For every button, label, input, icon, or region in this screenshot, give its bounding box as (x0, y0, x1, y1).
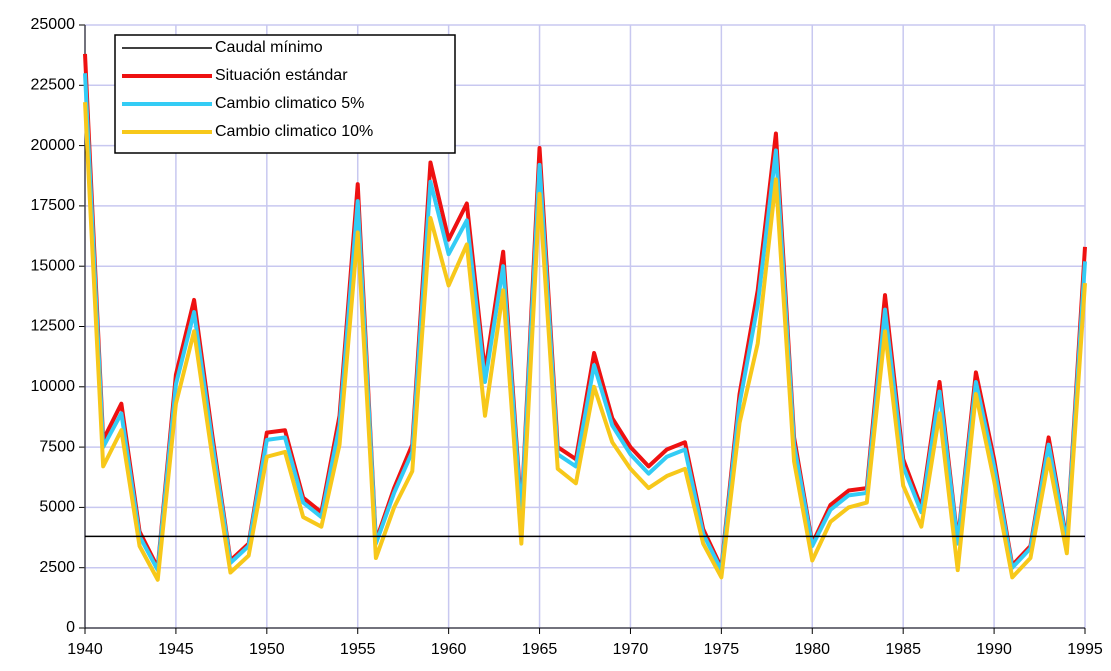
x-tick-label: 1995 (1067, 641, 1103, 658)
y-tick-label: 25000 (31, 16, 76, 33)
legend-label: Cambio climatico 5% (215, 95, 364, 112)
x-tick-label: 1990 (976, 641, 1012, 658)
y-tick-label: 5000 (39, 499, 75, 516)
x-tick-label: 1975 (704, 641, 740, 658)
y-tick-label: 22500 (31, 77, 76, 94)
y-tick-label: 7500 (39, 438, 75, 455)
y-tick-label: 12500 (31, 318, 76, 335)
x-tick-label: 1950 (249, 641, 285, 658)
x-tick-label: 1980 (794, 641, 830, 658)
legend: Caudal mínimo Situación estándar Cambio cl… (114, 34, 456, 154)
legend-label: Cambio climatico 10% (215, 123, 373, 140)
x-tick-label: 1940 (67, 641, 103, 658)
legend-label: Caudal mínimo (215, 39, 323, 56)
x-tick-label: 1985 (885, 641, 921, 658)
x-tick-label: 1955 (340, 641, 376, 658)
x-tick-label: 1945 (158, 641, 194, 658)
x-tick-label: 1965 (522, 641, 558, 658)
y-tick-label: 2500 (39, 559, 75, 576)
series-line (83, 102, 1087, 582)
y-tick-label: 15000 (31, 257, 76, 274)
y-tick-label: 20000 (31, 137, 76, 154)
y-tick-label: 17500 (31, 197, 76, 214)
x-tick-label: 1960 (431, 641, 467, 658)
y-tick-label: 0 (66, 619, 75, 636)
legend-label: Situación estándar (215, 67, 348, 84)
y-tick-label: 10000 (31, 378, 76, 395)
x-tick-label: 1970 (613, 641, 649, 658)
